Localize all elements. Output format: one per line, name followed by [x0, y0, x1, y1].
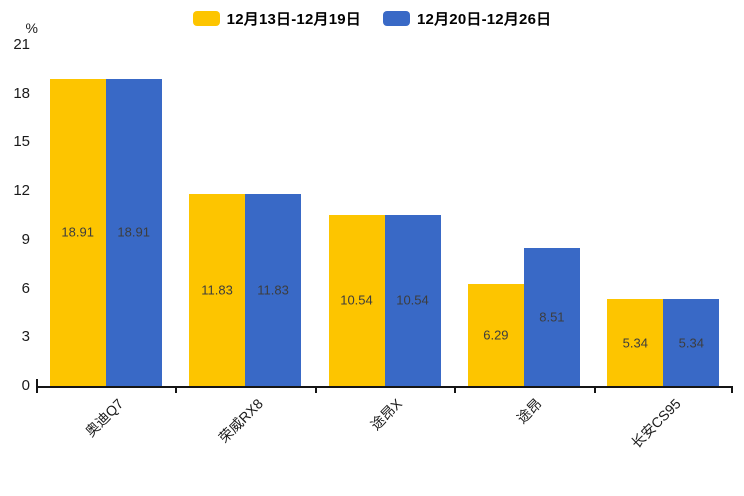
legend-label: 12月13日-12月19日: [226, 10, 361, 28]
bar-series1-cat2[interactable]: 10.54: [384, 214, 441, 386]
bar-value-label: 18.91: [61, 224, 94, 240]
bar-series0-cat2[interactable]: 10.54: [328, 214, 385, 386]
bar-value-label: 11.83: [201, 282, 233, 298]
bar-series1-cat3[interactable]: 8.51: [523, 247, 580, 386]
plot-area: 18.91 18.91 奥迪Q7 11.83 11.83 荣威RX8 10.54 10.54 途…: [36, 45, 733, 451]
bar-value-label: 5.34: [622, 335, 648, 351]
y-tick-label: 6: [21, 279, 30, 297]
bar-series0-cat1[interactable]: 11.83: [189, 193, 246, 386]
x-axis-tick: [731, 388, 733, 393]
y-axis-unit-label: %: [25, 20, 38, 36]
bar-value-label: 8.51: [539, 309, 565, 325]
legend-label: 12月20日-12月26日: [417, 10, 552, 28]
bar-value-label: 6.29: [483, 327, 509, 343]
bar-series1-cat0[interactable]: 18.91: [105, 78, 162, 386]
y-axis-stub: [36, 379, 38, 386]
bar-series1-cat4[interactable]: 5.34: [663, 299, 720, 386]
x-axis-tick: [175, 388, 178, 393]
y-tick-label: 12: [13, 182, 30, 200]
y-tick-label: 3: [21, 328, 30, 346]
bar-series0-cat3[interactable]: 6.29: [467, 283, 524, 386]
x-axis-label-3: 途昂: [513, 395, 545, 427]
legend-item-1[interactable]: 12月20日-12月26日: [383, 8, 551, 29]
bar-value-label: 5.34: [678, 335, 704, 351]
bar-series0-cat4[interactable]: 5.34: [607, 299, 664, 386]
bar-value-label: 10.54: [396, 292, 429, 308]
x-axis-label-0: 奥迪Q7: [82, 395, 127, 440]
y-tick-label: 18: [13, 84, 30, 102]
bar-series1-cat1[interactable]: 11.83: [245, 193, 302, 386]
chart-legend: 12月13日-12月19日 12月20日-12月26日: [0, 7, 744, 29]
y-tick-label: 15: [13, 133, 30, 151]
y-tick-label: 0: [21, 377, 30, 394]
bar-value-label: 10.54: [340, 292, 373, 308]
bar-series0-cat0[interactable]: 18.91: [49, 78, 106, 386]
bar-value-label: 18.91: [117, 224, 150, 240]
bar-value-label: 11.83: [257, 282, 289, 298]
x-axis-label-1: 荣威RX8: [215, 395, 266, 446]
x-axis-tick: [454, 388, 457, 393]
y-tick-label: 21: [13, 36, 30, 53]
y-tick-label: 9: [21, 230, 30, 248]
x-axis-label-2: 途昂X: [367, 395, 406, 434]
y-axis-labels: 0 3 6 9 12 15 18 21: [0, 36, 30, 394]
legend-swatch-icon: [383, 10, 410, 26]
x-axis-tick: [593, 388, 596, 393]
x-axis-tick: [314, 388, 317, 393]
legend-item-0[interactable]: 12月13日-12月19日: [192, 8, 361, 29]
legend-swatch-icon: [192, 10, 220, 26]
x-axis-tick: [36, 388, 38, 393]
x-axis-label-4: 长安CS95: [628, 395, 685, 452]
